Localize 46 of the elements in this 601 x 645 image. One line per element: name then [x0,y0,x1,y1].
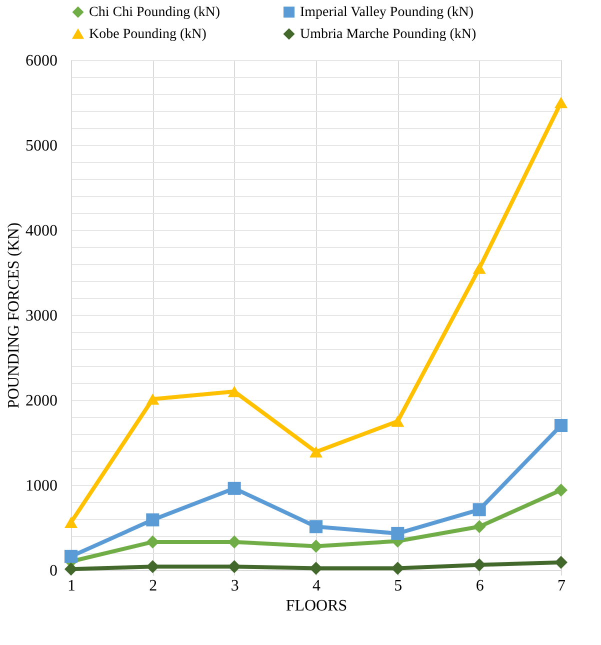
point [554,484,568,497]
point [554,556,568,569]
point [309,446,323,458]
point [391,526,404,540]
point [64,516,78,528]
point [309,540,323,553]
legend-label: Imperial Valley Pounding (kN) [300,5,474,20]
x-tick-label: 6 [476,578,484,594]
point [146,560,160,574]
point [309,520,323,534]
point [64,562,78,576]
point [228,560,241,574]
y-axis-title: POUNDING FORCES (KN) [6,222,22,408]
point [309,562,323,575]
point [472,503,486,516]
point [391,416,404,427]
point [554,418,568,432]
x-tick-label: 7 [558,578,566,594]
x-tick-label: 1 [68,578,76,594]
y-tick-label: 5000 [26,138,58,154]
x-axis-title: FLOORS [286,598,348,614]
point [472,520,486,534]
y-tick-label: 2000 [26,392,58,410]
y-tick-label: 0 [50,562,58,580]
point [228,482,241,495]
legend-label: Umbria Marche Pounding (kN) [300,27,476,42]
point [472,262,486,274]
point [146,513,160,526]
x-tick-label: 4 [312,578,320,594]
point [228,386,241,398]
x-tick-label: 3 [230,578,239,594]
point [64,550,78,563]
point [472,558,486,572]
legend-label: Kobe Pounding (kN) [89,27,207,42]
x-tick-label: 2 [149,578,158,594]
y-tick-label: 1000 [26,478,58,494]
y-tick-label: 3000 [26,308,58,324]
y-tick-label: 6000 [26,52,58,70]
point [228,535,241,548]
point [391,562,404,575]
y-tick-label: 4000 [26,222,58,240]
x-tick-label: 5 [394,578,402,594]
point [554,96,568,108]
legend-label: Chi Chi Pounding (kN) [89,5,220,20]
point [146,394,160,405]
point [146,535,160,548]
